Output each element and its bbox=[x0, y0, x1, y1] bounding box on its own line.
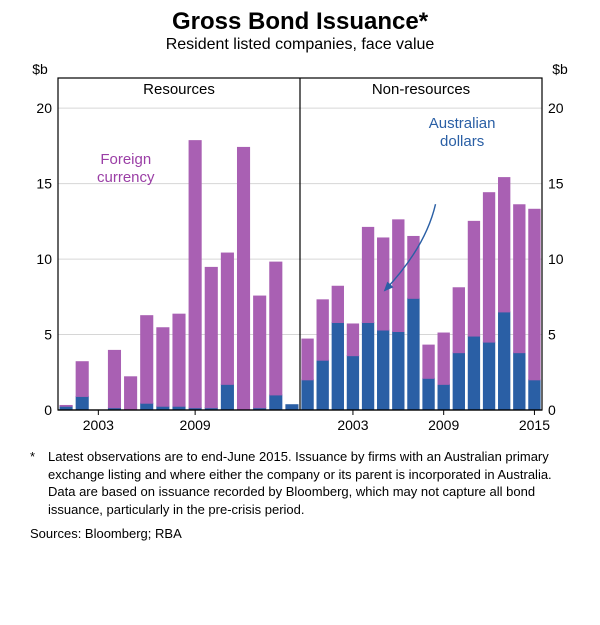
svg-text:2003: 2003 bbox=[337, 417, 368, 433]
svg-text:$b: $b bbox=[32, 61, 48, 77]
chart-subtitle: Resident listed companies, face value bbox=[0, 36, 600, 58]
svg-text:15: 15 bbox=[36, 176, 52, 192]
svg-text:Resources: Resources bbox=[143, 81, 215, 98]
svg-text:2009: 2009 bbox=[428, 417, 459, 433]
svg-text:10: 10 bbox=[548, 251, 564, 267]
svg-text:15: 15 bbox=[548, 176, 564, 192]
chart-container: Gross Bond Issuance* Resident listed com… bbox=[0, 0, 600, 551]
svg-text:20: 20 bbox=[36, 100, 52, 116]
footnote-text: Latest observations are to end-June 2015… bbox=[48, 448, 570, 518]
footnote-asterisk: * bbox=[30, 448, 48, 518]
svg-text:20: 20 bbox=[548, 100, 564, 116]
svg-text:0: 0 bbox=[44, 402, 52, 418]
svg-text:2003: 2003 bbox=[83, 417, 114, 433]
chart-title: Gross Bond Issuance* bbox=[0, 0, 600, 36]
svg-text:Non-resources: Non-resources bbox=[372, 81, 470, 98]
svg-text:5: 5 bbox=[44, 327, 52, 343]
svg-text:0: 0 bbox=[548, 402, 556, 418]
svg-text:Foreigncurrency: Foreigncurrency bbox=[97, 151, 155, 186]
svg-text:10: 10 bbox=[36, 251, 52, 267]
chart-footnote: * Latest observations are to end-June 20… bbox=[0, 438, 600, 522]
svg-text:2015: 2015 bbox=[519, 417, 550, 433]
svg-text:5: 5 bbox=[548, 327, 556, 343]
svg-text:$b: $b bbox=[552, 61, 568, 77]
chart-plot-area: 0 0 5 5 10 10 15 15 20 20 $b $b 2003 2009 2003 2009 2015… bbox=[20, 58, 580, 438]
chart-sources: Sources: Bloomberg; RBA bbox=[0, 522, 600, 551]
svg-text:2009: 2009 bbox=[180, 417, 211, 433]
chart-svg: 0 0 5 5 10 10 15 15 20 20 $b $b 2003 2009 2003 2009 2015… bbox=[20, 58, 580, 438]
